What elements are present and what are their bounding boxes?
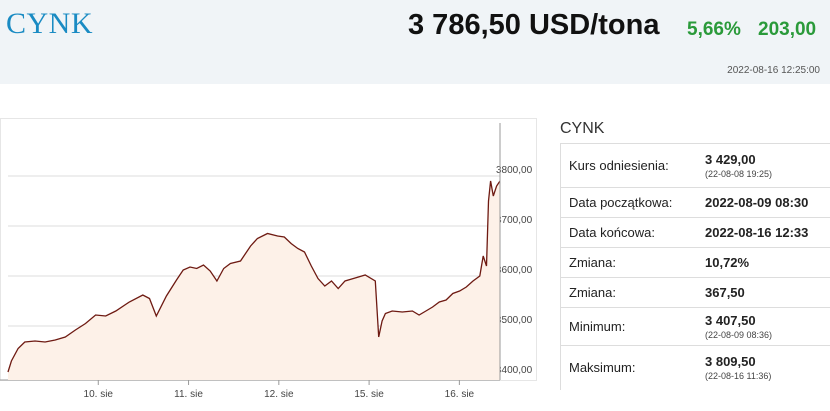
info-row: Data końcowa: 2022-08-16 12:33 xyxy=(561,218,830,248)
info-row: Data początkowa: 2022-08-09 08:30 xyxy=(561,188,830,218)
info-value-text: 2022-08-16 12:33 xyxy=(705,225,808,240)
quote-header: CYNK 3 786,50 USD/tona 5,66% 203,00 2022… xyxy=(0,0,830,84)
info-row: Maksimum: 3 809,50 (22-08-16 11:36) xyxy=(561,346,830,390)
info-label: Minimum: xyxy=(561,308,698,346)
price-area xyxy=(8,181,500,380)
x-tick-label: 16. sie xyxy=(445,389,475,400)
change-percent: 5,66% xyxy=(687,19,741,41)
current-price: 3 786,50 USD/tona xyxy=(408,9,659,42)
info-value-timestamp: (22-08-09 08:36) xyxy=(705,330,822,340)
info-value: 3 809,50 (22-08-16 11:36) xyxy=(697,346,830,390)
info-row: Zmiana: 367,50 xyxy=(561,278,830,308)
info-label: Data początkowa: xyxy=(561,188,698,218)
info-label: Zmiana: xyxy=(561,278,698,308)
info-value-text: 10,72% xyxy=(705,255,749,270)
price-chart: 3800,00 3700,00 3600,00 3500,00 3400,00 10. s… xyxy=(0,118,540,406)
info-label: Maksimum: xyxy=(561,346,698,390)
x-tick-label: 12. sie xyxy=(264,389,294,400)
y-tick-label: 3400,00 xyxy=(496,365,533,376)
info-value: 2022-08-16 12:33 xyxy=(697,218,830,248)
info-value-text: 367,50 xyxy=(705,285,745,300)
info-label: Kurs odniesienia: xyxy=(561,144,698,188)
info-value-text: 3 407,50 xyxy=(705,313,756,328)
info-value-timestamp: (22-08-16 11:36) xyxy=(705,371,822,381)
info-value-timestamp: (22-08-08 19:25) xyxy=(705,169,822,179)
info-row: Minimum: 3 407,50 (22-08-09 08:36) xyxy=(561,308,830,346)
info-row: Kurs odniesienia: 3 429,00 (22-08-08 19:25… xyxy=(561,144,830,188)
info-value: 2022-08-09 08:30 xyxy=(697,188,830,218)
info-panel-title: CYNK xyxy=(560,120,604,138)
x-tick-label: 15. sie xyxy=(354,389,384,400)
change-absolute: 203,00 xyxy=(758,19,816,41)
quote-timestamp: 2022-08-16 12:25:00 xyxy=(727,65,820,76)
info-value: 3 407,50 (22-08-09 08:36) xyxy=(697,308,830,346)
info-value: 10,72% xyxy=(697,248,830,278)
info-label: Zmiana: xyxy=(561,248,698,278)
y-tick-label: 3800,00 xyxy=(496,165,533,176)
x-tick-label: 10. sie xyxy=(84,389,114,400)
y-tick-label: 3700,00 xyxy=(496,215,533,226)
y-tick-label: 3600,00 xyxy=(496,265,533,276)
info-label: Data końcowa: xyxy=(561,218,698,248)
info-table: Kurs odniesienia: 3 429,00 (22-08-08 19:25… xyxy=(560,143,830,390)
info-value-text: 2022-08-09 08:30 xyxy=(705,195,808,210)
info-value: 3 429,00 (22-08-08 19:25) xyxy=(697,144,830,188)
info-value-text: 3 429,00 xyxy=(705,152,756,167)
info-value: 367,50 xyxy=(697,278,830,308)
x-tick-label: 11. sie xyxy=(174,389,203,400)
instrument-title: CYNK xyxy=(6,7,93,41)
info-value-text: 3 809,50 xyxy=(705,354,756,369)
y-tick-label: 3500,00 xyxy=(496,315,533,326)
price-chart-svg: 3800,00 3700,00 3600,00 3500,00 3400,00 10. s… xyxy=(0,118,540,406)
info-row: Zmiana: 10,72% xyxy=(561,248,830,278)
